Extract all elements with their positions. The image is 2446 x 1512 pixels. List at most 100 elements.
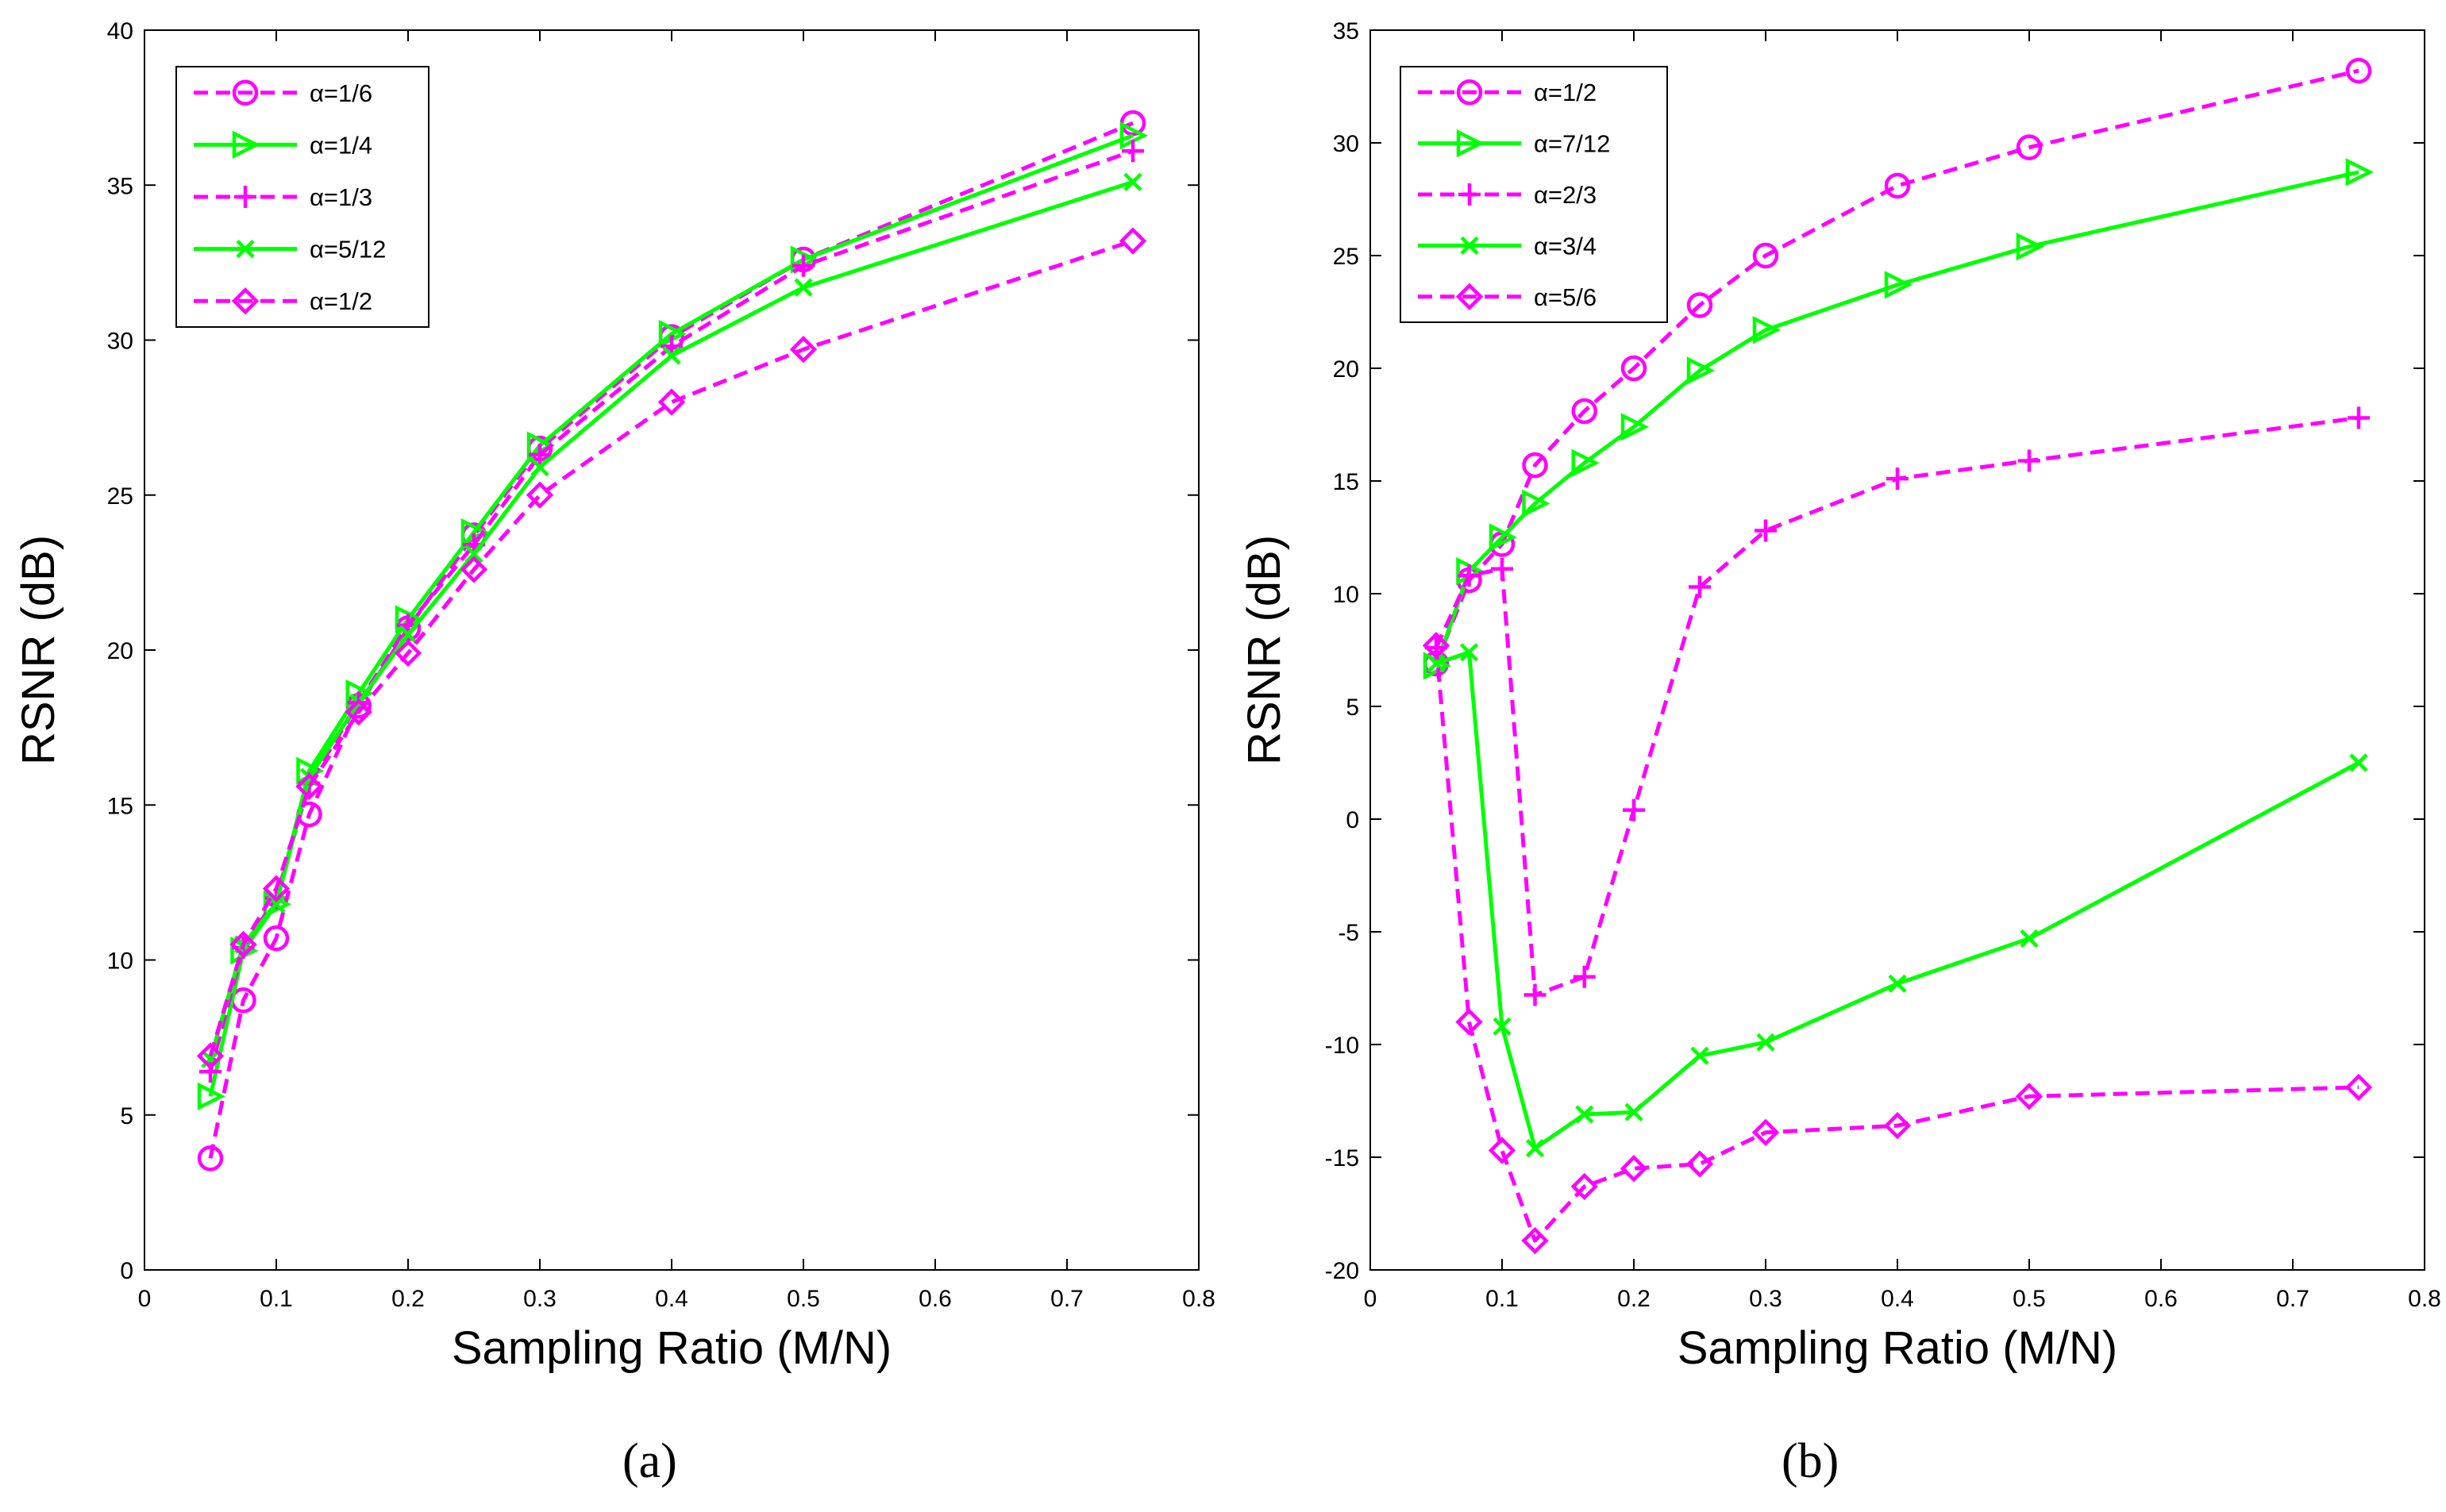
legend-label: α=3/4	[1534, 232, 1597, 260]
x-tick-label: 0.5	[787, 1286, 820, 1312]
x-tick-label: 0.6	[919, 1286, 952, 1312]
y-axis-label: RSNR (dB)	[13, 535, 64, 765]
y-tick-label: 10	[1333, 582, 1359, 608]
data-point	[196, 1042, 225, 1070]
series-line	[208, 239, 1134, 1057]
y-tick-label: 35	[1333, 18, 1359, 44]
data-point	[229, 930, 257, 959]
y-tick-label: 20	[1333, 356, 1359, 383]
data-point	[1756, 1033, 1775, 1052]
data-point	[199, 1060, 221, 1083]
y-tick-label: -10	[1325, 1033, 1359, 1059]
data-point	[1570, 1172, 1598, 1201]
data-point	[657, 388, 686, 416]
data-point	[1884, 172, 1911, 199]
legend-marker	[1455, 283, 1484, 310]
chart-b: 0 0.1 0.2 0.3 0.4 0.5 0.6 0.7 0.8 -20 -15 -10 -5 0 5 10…	[1238, 18, 2441, 1374]
y-tick-label: 15	[107, 793, 133, 819]
data-point	[1620, 413, 1650, 441]
legend-label: α=1/4	[310, 131, 372, 159]
data-point	[530, 458, 549, 477]
x-tick-label: 0.7	[2276, 1286, 2309, 1312]
x-tick-label: 0.6	[2144, 1286, 2178, 1312]
legend-marker	[1458, 183, 1481, 206]
y-tick-label: -5	[1338, 920, 1359, 946]
data-point	[1689, 575, 1711, 598]
data-point	[197, 1145, 224, 1172]
x-tick-label: 0.1	[1485, 1286, 1519, 1312]
chart-a: 0 0.1 0.2 0.3 0.4 0.5 0.6 0.7 0.8 0 5 10 15 20 25 30 35 4…	[13, 18, 1215, 1374]
data-point	[1690, 1046, 1709, 1065]
x-tick-label: 0.8	[1182, 1286, 1215, 1312]
y-tick-label: 0	[1346, 807, 1359, 833]
data-point	[1523, 983, 1547, 1006]
y-tick-label: 5	[120, 1103, 133, 1129]
data-point	[1525, 1139, 1545, 1158]
x-tick-label: 0.3	[1749, 1286, 1782, 1312]
data-point	[1458, 564, 1481, 587]
data-point	[2345, 158, 2375, 187]
data-point	[1488, 1137, 1516, 1164]
data-point	[1423, 652, 1452, 680]
data-point	[1455, 1008, 1483, 1036]
data-point	[2016, 232, 2045, 261]
y-tick-label: -20	[1325, 1258, 1359, 1284]
x-tick-label: 0.3	[523, 1286, 557, 1312]
legend-label: α=5/12	[310, 236, 386, 264]
y-tick-label: 10	[107, 948, 133, 975]
y-tick-label: 25	[107, 483, 133, 510]
data-point	[464, 544, 483, 564]
legend-marker	[236, 240, 255, 259]
series-line	[1434, 68, 2359, 664]
x-tick-label: 0	[1364, 1286, 1377, 1312]
data-point	[201, 1049, 220, 1069]
data-point	[2018, 449, 2040, 472]
data-point	[662, 346, 681, 365]
data-point	[1521, 1226, 1549, 1255]
legend-box	[175, 66, 429, 328]
data-point	[1571, 448, 1600, 477]
legend-marker	[1460, 236, 1479, 255]
y-tick-label: 25	[1333, 244, 1359, 270]
data-point	[1427, 654, 1446, 673]
x-axis-label: Sampling Ratio (M/N)	[1678, 1322, 2117, 1374]
legend-label: α=1/2	[310, 287, 372, 315]
data-point	[1575, 1105, 1594, 1124]
y-tick-label: -15	[1325, 1145, 1359, 1172]
x-axis-label: Sampling Ratio (M/N)	[452, 1322, 892, 1374]
y-tick-label: 20	[107, 638, 133, 664]
legend-label: α=1/6	[310, 79, 372, 107]
y-tick-label: 5	[1346, 694, 1359, 721]
series-line	[1434, 645, 2359, 1243]
data-point	[1123, 172, 1142, 191]
x-tick-label: 0.2	[1617, 1286, 1651, 1312]
data-point	[792, 254, 815, 277]
data-point	[2020, 929, 2039, 948]
data-point	[529, 443, 551, 466]
x-tick-label: 0.7	[1050, 1286, 1084, 1312]
data-point	[1624, 1102, 1643, 1121]
legend-marker	[1456, 79, 1483, 106]
data-point	[1122, 140, 1144, 163]
x-tick-label: 0.1	[260, 1286, 293, 1312]
data-point	[2015, 1083, 2043, 1110]
data-point	[1119, 227, 1147, 255]
data-point	[1883, 1112, 1912, 1140]
legend-marker	[231, 287, 260, 315]
data-point	[1459, 643, 1479, 662]
data-point	[1685, 1150, 1714, 1178]
data-point	[1686, 292, 1713, 318]
data-point	[1752, 242, 1779, 269]
data-point	[1888, 974, 1907, 993]
panel-label-a: (a)	[622, 1434, 677, 1488]
y-tick-label: 30	[1333, 131, 1359, 157]
data-point	[1620, 355, 1647, 382]
legend-label: α=7/12	[1534, 130, 1610, 158]
data-point	[1489, 523, 1518, 552]
legend-label: α=1/2	[1534, 79, 1597, 106]
x-tick-label: 0	[138, 1286, 152, 1312]
legend-marker	[232, 130, 261, 160]
legend-label: α=2/3	[1534, 181, 1597, 209]
data-point	[2349, 753, 2368, 772]
